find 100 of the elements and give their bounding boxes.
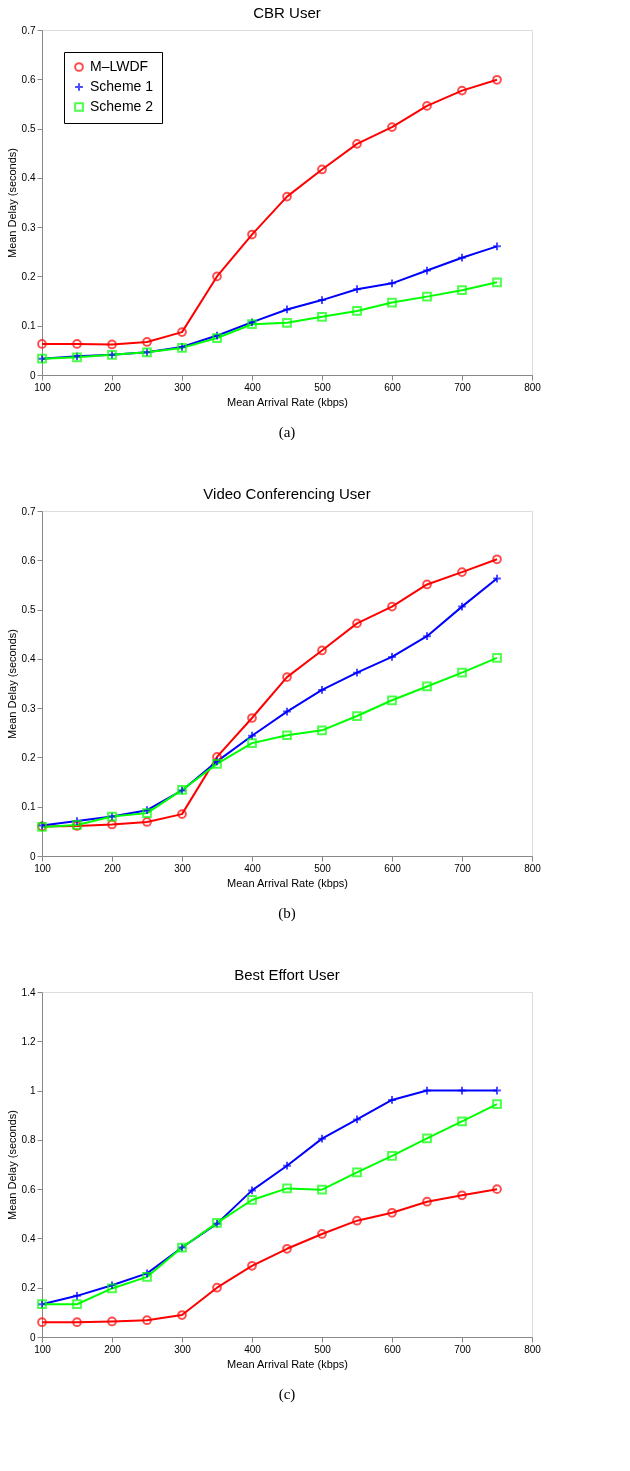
x-tick-label: 500 (314, 1343, 332, 1355)
point (422, 291, 432, 302)
y-tick-label: 0.3 (21, 221, 36, 233)
point (282, 317, 292, 328)
point (317, 311, 327, 322)
y-tick-label: 0 (29, 369, 36, 381)
y-tick-label: 0.4 (21, 172, 36, 184)
point (247, 1195, 257, 1205)
y-tick-label: 0 (29, 1331, 36, 1343)
text: (b) (278, 905, 296, 922)
y-tick-label: 0.6 (21, 1183, 36, 1195)
text: (c) (278, 1386, 296, 1403)
y-tick-label: 0.5 (21, 123, 36, 135)
x-tick-label: 500 (314, 862, 332, 874)
x-tick-label: 400 (244, 1343, 262, 1355)
x-tick-label: 100 (34, 862, 52, 874)
point (212, 271, 222, 282)
point (457, 1116, 467, 1127)
y-tick-label: 1.4 (21, 986, 36, 998)
chart-title: Video Conferencing User (203, 485, 371, 502)
point (387, 297, 397, 308)
point (247, 229, 257, 240)
point (177, 1310, 187, 1320)
point (142, 1272, 152, 1282)
point (142, 1315, 152, 1326)
point (282, 730, 292, 741)
point (317, 1229, 327, 1239)
y-tick-label: 0.1 (21, 801, 36, 813)
point (457, 85, 467, 96)
point (387, 278, 397, 289)
point (387, 1151, 397, 1161)
y-tick-label: 0.2 (21, 270, 36, 282)
x-tick-label: 300 (174, 381, 192, 393)
point (422, 101, 432, 111)
point (142, 337, 152, 347)
chart-title: CBR User (253, 4, 321, 21)
point (422, 1133, 432, 1144)
point (107, 819, 117, 830)
y-tick-label: 0.6 (21, 73, 36, 85)
point (352, 1167, 362, 1178)
x-tick-label: 700 (454, 862, 472, 874)
y-tick-label: 0.4 (21, 653, 36, 665)
x-tick-label: 600 (384, 1343, 402, 1355)
point (107, 1316, 117, 1327)
x-tick-label: 800 (524, 862, 542, 874)
x-tick-label: 500 (314, 381, 332, 393)
x-tick-label: 200 (104, 1343, 122, 1355)
point (317, 1184, 327, 1195)
point (212, 752, 222, 762)
point (492, 653, 502, 663)
y-tick-label: 1.2 (21, 1035, 36, 1047)
point (317, 295, 327, 305)
y-axis-title: Mean Delay (seconds) (5, 147, 18, 259)
y-tick-label: 0.8 (21, 1134, 36, 1146)
legend-label: M–LWDF (90, 58, 149, 74)
point (457, 285, 467, 296)
point (177, 809, 187, 819)
y-tick-label: 0.7 (21, 505, 36, 517)
point (492, 277, 502, 288)
point (387, 652, 397, 662)
point (212, 1282, 222, 1293)
y-axis-title: Mean Delay (seconds) (5, 1109, 18, 1221)
point (387, 695, 397, 706)
point (492, 1099, 502, 1109)
point (317, 164, 327, 175)
point (387, 601, 397, 612)
point (352, 306, 362, 316)
x-tick-label: 600 (384, 862, 402, 874)
text: (a) (278, 424, 296, 441)
chart-title: Best Effort User (234, 966, 340, 983)
x-tick-label: 700 (454, 381, 472, 393)
point (282, 1160, 292, 1171)
point (317, 725, 327, 736)
point (177, 327, 187, 337)
point (72, 1299, 82, 1310)
y-tick-label: 0.2 (21, 1282, 36, 1294)
x-tick-label: 300 (174, 862, 192, 874)
x-tick-label: 200 (104, 862, 122, 874)
point (72, 1317, 82, 1328)
point (457, 567, 467, 577)
point (282, 191, 292, 202)
point (282, 672, 292, 682)
point (352, 1215, 362, 1226)
point (317, 685, 327, 695)
point (352, 667, 362, 678)
point (422, 681, 432, 692)
point (247, 738, 257, 749)
x-tick-label: 300 (174, 1343, 192, 1355)
x-tick-label: 200 (104, 381, 122, 393)
x-axis-title: Mean Arrival Rate (kbps) (226, 395, 349, 408)
x-tick-label: 800 (524, 1343, 542, 1355)
y-tick-label: 0.5 (21, 604, 36, 616)
x-tick-label: 700 (454, 1343, 472, 1355)
point (352, 138, 362, 149)
x-tick-label: 600 (384, 381, 402, 393)
x-tick-label: 100 (34, 1343, 52, 1355)
point (422, 1196, 432, 1207)
y-tick-label: 1 (29, 1085, 36, 1097)
point (387, 1095, 397, 1105)
point (282, 1243, 292, 1254)
